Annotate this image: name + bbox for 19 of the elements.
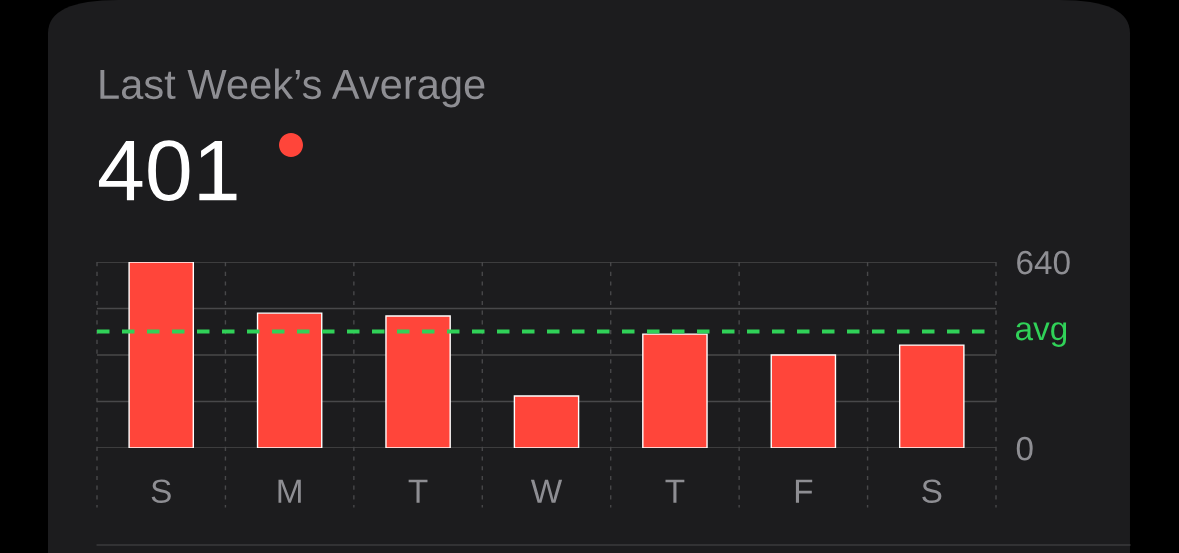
x-tick-label: S [151, 479, 171, 504]
x-tick-label: T [665, 479, 685, 503]
x-tick-label: T [408, 479, 428, 503]
bar [385, 315, 451, 448]
bar [256, 312, 323, 448]
x-tick-label: M [278, 479, 301, 503]
y-tick-label: 640 [1017, 250, 1070, 275]
chart-subtitle: 401 [98, 140, 237, 202]
bar [642, 333, 708, 448]
x-tick-label: F [795, 479, 813, 503]
x-tick-label: S [922, 479, 942, 504]
x-tick-label: W [530, 479, 563, 503]
y-tick-label: 0 [1016, 436, 1033, 461]
ref-line-label: avg [1015, 322, 1067, 347]
bar [770, 354, 837, 448]
bar [898, 344, 965, 448]
chart-title: Last Week’s Average [100, 68, 485, 108]
bar [513, 395, 580, 448]
bar [128, 262, 195, 448]
